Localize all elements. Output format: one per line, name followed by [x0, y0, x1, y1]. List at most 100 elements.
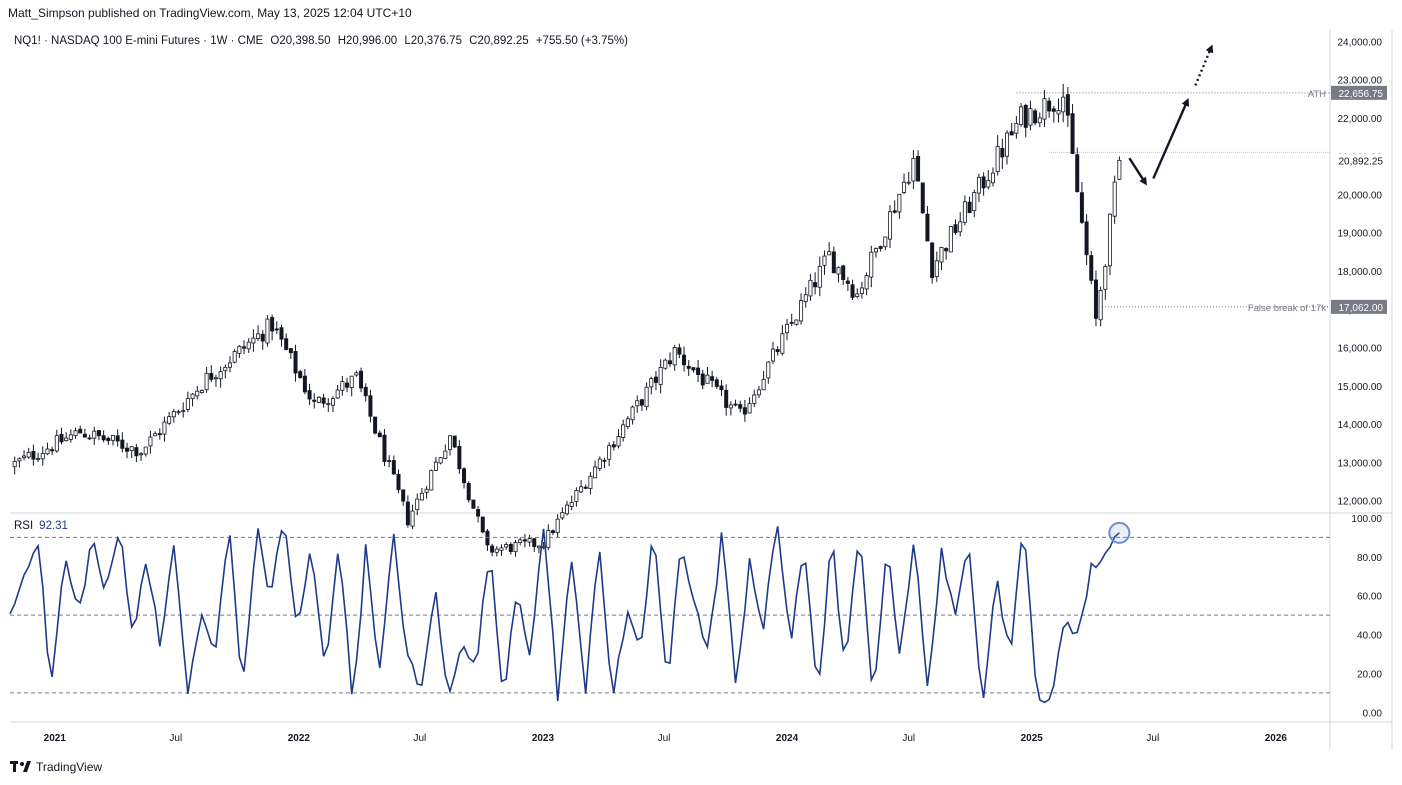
candle-body — [813, 282, 818, 288]
candle-body — [930, 242, 935, 278]
candle-body — [377, 432, 382, 438]
time-axis-label: 2021 — [44, 733, 67, 744]
candle-body — [611, 444, 616, 448]
candle — [452, 435, 457, 449]
candle-body — [125, 447, 130, 452]
candle-body — [696, 367, 701, 375]
candle-body — [419, 492, 424, 501]
candle-body — [761, 378, 766, 391]
candle — [246, 338, 251, 353]
price-axis[interactable]: 24,000.0023,000.0022,000.0021,000.0020,0… — [1338, 37, 1383, 507]
candle-body — [82, 433, 87, 438]
candle-body — [883, 236, 888, 248]
candle-body — [752, 394, 757, 404]
rsi-axis[interactable]: 100.00 80.00 60.00 40.00 20.00 0.00 — [1351, 514, 1382, 719]
candle — [700, 369, 705, 390]
candle — [64, 432, 69, 442]
candle — [1037, 112, 1042, 128]
candle-body — [204, 372, 209, 391]
time-axis-label: 2023 — [532, 733, 555, 744]
price-axis-label: 15,000.00 — [1338, 382, 1383, 393]
candle — [518, 537, 523, 546]
candle — [330, 396, 335, 413]
candle-body — [1028, 108, 1033, 126]
candle — [850, 279, 855, 301]
candle-body — [719, 385, 724, 391]
candle — [555, 514, 560, 538]
candle — [410, 504, 415, 530]
candle-body — [990, 172, 995, 184]
time-axis[interactable]: 2021 Jul 2022 Jul 2023 Jul 2024 Jul 2025 Jul 2026 — [44, 733, 1288, 744]
candle-body — [185, 398, 190, 410]
candle-body — [209, 372, 214, 380]
candle — [499, 544, 504, 556]
candle — [1051, 105, 1056, 123]
candle — [429, 469, 434, 491]
price-axis-label: 13,000.00 — [1338, 458, 1383, 469]
candle — [836, 266, 841, 283]
time-axis-label: Jul — [658, 733, 671, 744]
candle-body — [246, 341, 251, 350]
candle-body — [653, 376, 658, 383]
candle-body — [279, 327, 284, 340]
dotted-up-arrow — [1194, 44, 1214, 86]
candle — [270, 314, 275, 341]
candle — [143, 446, 148, 457]
candle-body — [251, 337, 256, 344]
candle — [490, 543, 495, 557]
candle — [284, 333, 289, 351]
time-axis-label: Jul — [169, 733, 182, 744]
candle-body — [443, 450, 448, 459]
candle-body — [808, 279, 813, 297]
candle — [677, 343, 682, 359]
candle-body — [668, 360, 673, 365]
candle — [1084, 214, 1089, 265]
candle — [672, 344, 677, 371]
candle — [845, 276, 850, 291]
time-axis-label: 2024 — [776, 733, 799, 744]
candle-body — [17, 458, 22, 462]
candle-body — [143, 446, 148, 455]
candle — [17, 457, 22, 468]
candle — [45, 442, 50, 456]
candle — [242, 340, 247, 355]
candle — [569, 495, 574, 511]
candle — [859, 281, 864, 299]
candle-body — [101, 435, 106, 441]
candle-body — [457, 445, 462, 470]
candle-body — [1051, 108, 1056, 112]
candle-body — [1065, 94, 1070, 116]
candle — [967, 196, 972, 214]
candle — [738, 400, 743, 413]
candle-body — [644, 386, 649, 407]
time-axis-label: Jul — [414, 733, 427, 744]
candle-body — [335, 389, 340, 399]
candle-body — [569, 502, 574, 507]
candle-body — [550, 530, 555, 534]
rsi-axis-label: 80.00 — [1357, 553, 1382, 564]
candle — [213, 374, 218, 387]
candle — [799, 293, 804, 325]
candle-body — [705, 374, 710, 384]
candle-body — [831, 251, 836, 274]
candle-body — [415, 498, 420, 511]
candle — [199, 389, 204, 394]
tradingview-logo[interactable]: TradingView — [10, 760, 102, 774]
candle-body — [967, 201, 972, 214]
symbol-title[interactable]: NQ1! · NASDAQ 100 E-mini Futures · 1W · … — [14, 35, 264, 47]
candle — [36, 452, 41, 463]
candle-body — [958, 221, 963, 233]
candle-body — [677, 347, 682, 355]
candle-body — [466, 483, 471, 501]
candle-body — [1033, 110, 1038, 124]
candle-body — [775, 349, 780, 353]
rsi-legend[interactable]: RSI 92.31 — [14, 520, 68, 532]
candle-body — [780, 333, 785, 354]
candle-body — [710, 376, 715, 381]
candle — [1023, 103, 1028, 138]
candle — [209, 365, 214, 383]
candle-body — [565, 504, 570, 515]
ath-price-tag-bg — [1331, 85, 1387, 100]
candle-body — [96, 430, 101, 437]
